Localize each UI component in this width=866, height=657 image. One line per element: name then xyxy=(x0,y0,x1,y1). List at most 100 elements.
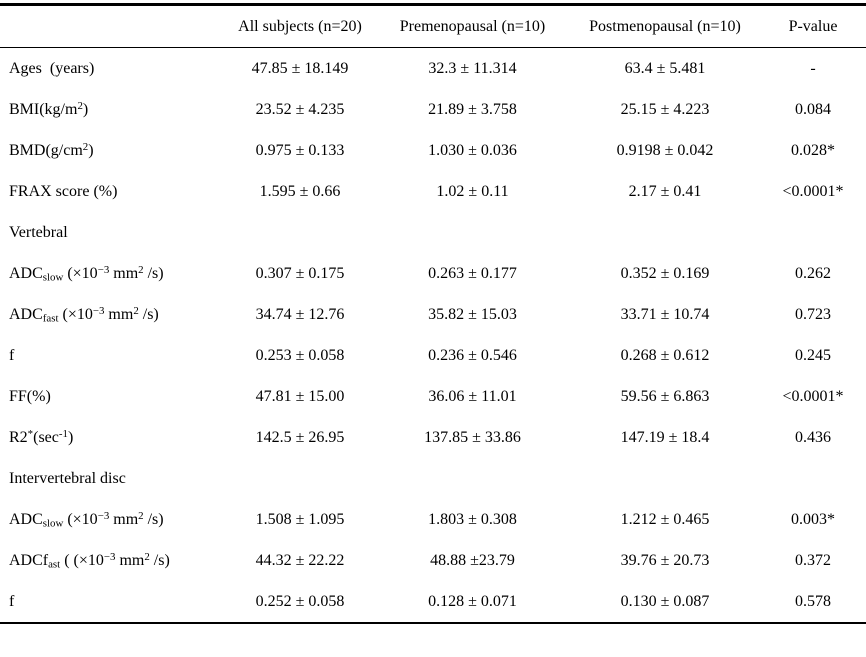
p-value-cell: 0.245 xyxy=(795,346,831,364)
table-row: R2*(sec-1) 142.5 ± 26.95 137.85 ± 33.86 147… xyxy=(0,417,866,458)
cell-value: 1.030 ± 0.036 xyxy=(428,141,517,159)
cell-value: 39.76 ± 20.73 xyxy=(620,551,710,569)
cell-value: 2.17 ± 0.41 xyxy=(628,182,702,200)
header-row: All subjects (n=20) Premenopausal (n=10)… xyxy=(0,4,866,48)
row-label: f xyxy=(9,346,15,364)
row-label: BMD(g/cm2) xyxy=(9,140,94,159)
cell-value: 25.15 ± 4.223 xyxy=(620,100,710,118)
cell-value: 0.236 ± 0.546 xyxy=(428,346,517,364)
cell-value: 0.253 ± 0.058 xyxy=(255,346,345,364)
p-value-cell: - xyxy=(810,59,816,77)
p-value-cell: 0.028* xyxy=(791,141,835,159)
cell-value: 1.508 ± 1.095 xyxy=(255,510,345,528)
p-value-cell: 0.372 xyxy=(795,551,831,569)
cell-value: 23.52 ± 4.235 xyxy=(255,100,345,118)
cell-value: 33.71 ± 10.74 xyxy=(620,305,710,323)
superscript: * xyxy=(27,427,34,440)
cell-value: 35.82 ± 15.03 xyxy=(428,305,517,323)
superscript: 2 xyxy=(138,509,144,522)
table-row: ADCfast (×10−3 mm2 /s) 34.74 ± 12.76 35.82… xyxy=(0,294,866,335)
results-table: All subjects (n=20) Premenopausal (n=10)… xyxy=(0,3,866,624)
table-row: ADCslow (×10−3 mm2 /s) 0.307 ± 0.175 0.263… xyxy=(0,253,866,294)
header-all-subjects: All subjects (n=20) xyxy=(225,4,375,48)
table-row: ADCfast ( (×10−3 mm2 /s) 44.32 ± 22.22 48.… xyxy=(0,540,866,581)
section-row: Vertebral xyxy=(0,212,866,253)
superscript: −3 xyxy=(97,509,110,522)
cell-value: 0.252 ± 0.058 xyxy=(255,592,345,610)
cell-value: 1.595 ± 0.66 xyxy=(259,182,341,200)
cell-value: 36.06 ± 11.01 xyxy=(428,387,517,405)
row-label: FRAX score (%) xyxy=(9,182,118,200)
cell-value: 0.268 ± 0.612 xyxy=(620,346,710,364)
superscript: 2 xyxy=(144,550,150,563)
p-value-cell: 0.084 xyxy=(795,100,831,118)
p-value-cell: 0.578 xyxy=(795,592,831,610)
p-value-cell: 0.262 xyxy=(795,264,831,282)
cell-value: 63.4 ± 5.481 xyxy=(624,59,706,77)
cell-value: 137.85 ± 33.86 xyxy=(424,428,521,446)
cell-value: 59.56 ± 6.863 xyxy=(620,387,710,405)
cell-value: 0.352 ± 0.169 xyxy=(620,264,710,282)
cell-value: 0.975 ± 0.133 xyxy=(255,141,345,159)
superscript: −3 xyxy=(103,550,116,563)
cell-value: 147.19 ± 18.4 xyxy=(620,428,710,446)
row-label: ADCfast (×10−3 mm2 /s) xyxy=(9,304,159,325)
cell-value: 0.307 ± 0.175 xyxy=(255,264,345,282)
cell-value: 142.5 ± 26.95 xyxy=(255,428,345,446)
cell-value: 44.32 ± 22.22 xyxy=(255,551,345,569)
row-label: ADCslow (×10−3 mm2 /s) xyxy=(9,509,164,530)
header-premenopausal: Premenopausal (n=10) xyxy=(375,4,570,48)
cell-value: 47.81 ± 15.00 xyxy=(255,387,345,405)
table-row: BMI(kg/m2) 23.52 ± 4.235 21.89 ± 3.758 25.1… xyxy=(0,89,866,130)
table-row: f 0.253 ± 0.058 0.236 ± 0.546 0.268 ± 0.612… xyxy=(0,335,866,376)
p-value-cell: 0.003* xyxy=(791,510,835,528)
cell-value: 32.3 ± 11.314 xyxy=(428,59,517,77)
p-value-cell: 0.723 xyxy=(795,305,831,323)
row-label: f xyxy=(9,592,15,610)
header-p-value: P-value xyxy=(760,4,866,48)
row-label: BMI(kg/m2) xyxy=(9,99,89,118)
table-row: Ages (years) 47.85 ± 18.149 32.3 ± 11.314 6… xyxy=(0,48,866,90)
row-label: ADCfast ( (×10−3 mm2 /s) xyxy=(9,550,170,571)
cell-value: 0.9198 ± 0.042 xyxy=(616,141,714,159)
cell-value: 0.128 ± 0.071 xyxy=(428,592,517,610)
section-label: Intervertebral disc xyxy=(9,469,126,487)
superscript: -1 xyxy=(58,427,68,440)
table-row: FF(%) 47.81 ± 15.00 36.06 ± 11.01 59.56 ± 6… xyxy=(0,376,866,417)
superscript: 2 xyxy=(77,99,83,112)
header-empty-cell xyxy=(0,4,225,48)
p-value-cell: 0.436 xyxy=(795,428,831,446)
p-value-cell: <0.0001* xyxy=(782,387,844,405)
cell-value: 47.85 ± 18.149 xyxy=(251,59,349,77)
table-row: f 0.252 ± 0.058 0.128 ± 0.071 0.130 ± 0.087… xyxy=(0,581,866,623)
row-label: ADCslow (×10−3 mm2 /s) xyxy=(9,263,164,284)
subscript: slow xyxy=(42,517,64,530)
cell-value: 21.89 ± 3.758 xyxy=(428,100,517,118)
row-label: R2*(sec-1) xyxy=(9,427,74,446)
table-row: ADCslow (×10−3 mm2 /s) 1.508 ± 1.095 1.803… xyxy=(0,499,866,540)
subscript: fast xyxy=(42,312,59,325)
subscript: ast xyxy=(48,558,61,571)
cell-value: 1.212 ± 0.465 xyxy=(620,510,710,528)
superscript: −3 xyxy=(92,304,105,317)
header-postmenopausal: Postmenopausal (n=10) xyxy=(570,4,760,48)
row-label: FF(%) xyxy=(9,387,51,405)
table-row: BMD(g/cm2) 0.975 ± 0.133 1.030 ± 0.036 0.91… xyxy=(0,130,866,171)
section-label: Vertebral xyxy=(9,223,68,241)
superscript: 2 xyxy=(133,304,139,317)
superscript: −3 xyxy=(97,263,110,276)
cell-value: 0.130 ± 0.087 xyxy=(620,592,710,610)
cell-value: 1.02 ± 0.11 xyxy=(436,182,509,200)
cell-value: 48.88 ±23.79 xyxy=(430,551,515,569)
section-row: Intervertebral disc xyxy=(0,458,866,499)
cell-value: 1.803 ± 0.308 xyxy=(428,510,517,528)
cell-value: 34.74 ± 12.76 xyxy=(255,305,345,323)
superscript: 2 xyxy=(138,263,144,276)
table-row: FRAX score (%) 1.595 ± 0.66 1.02 ± 0.11 2.1… xyxy=(0,171,866,212)
subscript: slow xyxy=(42,271,64,284)
cell-value: 0.263 ± 0.177 xyxy=(428,264,517,282)
row-label: Ages (years) xyxy=(9,59,95,77)
superscript: 2 xyxy=(82,140,89,153)
p-value-cell: <0.0001* xyxy=(782,182,844,200)
